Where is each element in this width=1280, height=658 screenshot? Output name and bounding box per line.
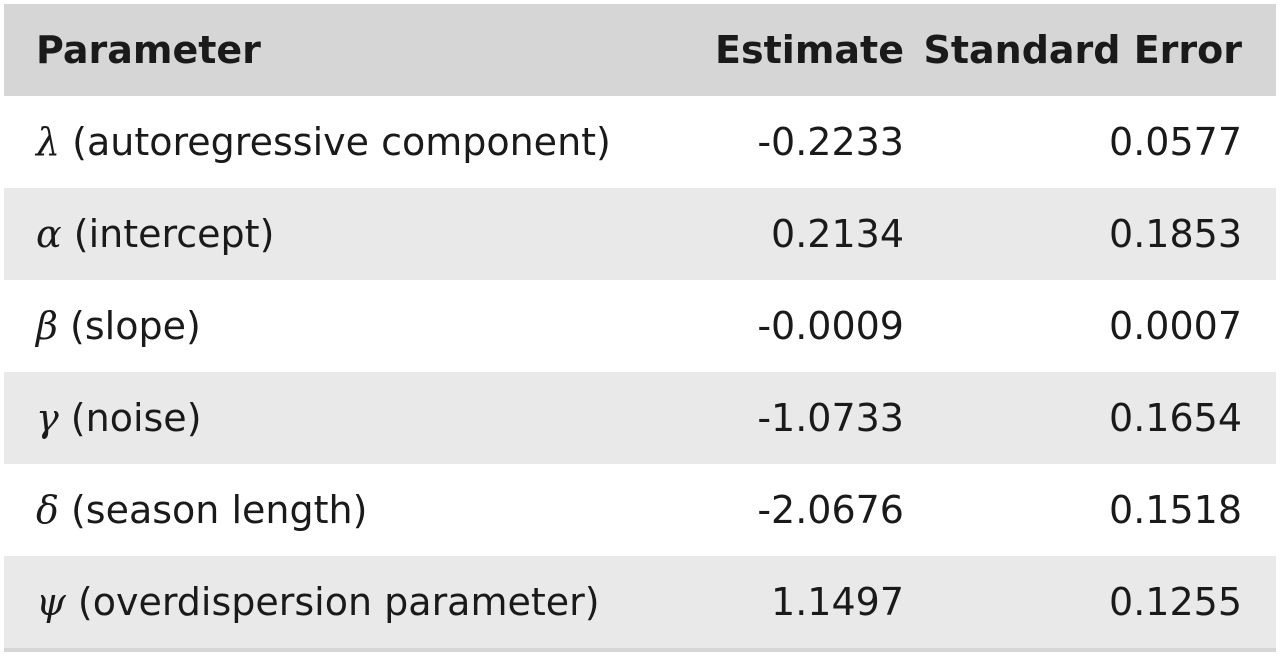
standard-error-cell: 0.0007 xyxy=(1109,304,1242,348)
standard-error-cell: 0.1853 xyxy=(1109,212,1242,256)
estimate-cell: -0.2233 xyxy=(757,120,904,164)
parameter-cell: δ (season length) xyxy=(4,464,636,556)
parameter-cell: γ (noise) xyxy=(4,372,636,464)
table-header: Parameter Estimate Standard Error xyxy=(4,4,1276,96)
estimate-cell: -1.0733 xyxy=(757,396,904,440)
estimate-cell: 0.2134 xyxy=(771,212,904,256)
parameter-cell: ψ (overdispersion parameter) xyxy=(4,556,636,652)
parameter-label: (overdispersion parameter) xyxy=(65,580,600,624)
table-row: λ (autoregressive component) -0.2233 0.0… xyxy=(4,96,1276,188)
standard-error-cell: 0.1518 xyxy=(1109,488,1242,532)
parameter-symbol: β xyxy=(36,304,58,348)
table-row: ψ (overdispersion parameter) 1.1497 0.12… xyxy=(4,556,1276,652)
estimate-cell: 1.1497 xyxy=(636,556,904,652)
parameter-label: (noise) xyxy=(58,396,202,440)
header-standard-error: Standard Error xyxy=(923,28,1242,72)
estimate-cell: -0.0009 xyxy=(757,304,904,348)
parameter-cell: α (intercept) xyxy=(4,188,636,280)
standard-error-cell: 0.0577 xyxy=(1109,120,1242,164)
table-body: λ (autoregressive component) -0.2233 0.0… xyxy=(4,96,1276,652)
table-row: β (slope) -0.0009 0.0007 xyxy=(4,280,1276,372)
header-row: Parameter Estimate Standard Error xyxy=(4,4,1276,96)
standard-error-cell: 0.1654 xyxy=(1109,396,1242,440)
parameter-symbol: ψ xyxy=(36,580,66,624)
parameter-estimates-table: Parameter Estimate Standard Error λ (aut… xyxy=(4,4,1276,652)
estimate-cell: -2.0676 xyxy=(757,488,904,532)
parameter-label: (season length) xyxy=(58,488,368,532)
parameter-symbol: γ xyxy=(36,396,59,440)
parameter-label: (slope) xyxy=(57,304,201,348)
standard-error-cell: 0.1255 xyxy=(904,556,1276,652)
parameter-symbol: λ xyxy=(36,120,61,164)
parameter-cell: λ (autoregressive component) xyxy=(4,96,636,188)
parameter-label: (autoregressive component) xyxy=(60,120,611,164)
table-row: α (intercept) 0.2134 0.1853 xyxy=(4,188,1276,280)
parameter-cell: β (slope) xyxy=(4,280,636,372)
table-row: γ (noise) -1.0733 0.1654 xyxy=(4,372,1276,464)
parameter-symbol: α xyxy=(36,212,62,256)
header-estimate: Estimate xyxy=(715,28,904,72)
header-parameter: Parameter xyxy=(36,28,261,72)
parameter-label: (intercept) xyxy=(61,212,275,256)
table-row: δ (season length) -2.0676 0.1518 xyxy=(4,464,1276,556)
parameter-symbol: δ xyxy=(36,488,59,532)
